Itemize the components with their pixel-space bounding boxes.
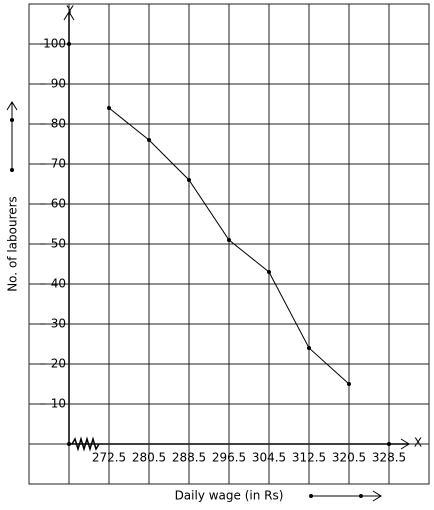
y-label-dot [10,118,14,122]
point [267,270,271,274]
y-axis-name: Y [65,4,74,18]
y-top-dot [67,42,71,46]
x-axis-arrow [400,438,410,450]
x-tick-label: 320.5 [332,451,366,465]
x-label-dot [359,494,363,498]
x-label-arrowhead [372,490,382,502]
point [187,178,191,182]
x-tick-label: 288.5 [172,451,206,465]
point [307,346,311,350]
point [227,238,231,242]
y-label-dot [10,168,14,172]
y-tick-label: 10 [51,397,66,411]
point [107,106,111,110]
y-tick-label: 100 [43,37,66,51]
x-tick-label: 304.5 [252,451,286,465]
x-tick-label: 328.5 [372,451,406,465]
x-axis-name: X [414,436,422,450]
y-label-arrowhead [6,101,18,111]
y-tick-label: 80 [51,117,66,131]
y-tick-label: 90 [51,77,66,91]
x-tick-label: 296.5 [212,451,246,465]
x-axis-label: Daily wage (in Rs) [175,489,284,503]
x-tick-label: 312.5 [292,451,326,465]
origin-dot [67,442,71,446]
y-axis-label: No. of labourers [6,196,20,292]
y-tick-label: 50 [51,237,66,251]
y-tick-label: 70 [51,157,66,171]
x-end-dot [387,442,391,446]
point [147,138,151,142]
x-tick-label: 280.5 [132,451,166,465]
y-tick-label: 60 [51,197,66,211]
y-tick-label: 40 [51,277,66,291]
y-tick-label: 20 [51,357,66,371]
x-label-dot [309,494,313,498]
x-tick-label: 272.5 [92,451,126,465]
y-tick-label: 30 [51,317,66,331]
point [347,382,351,386]
y-axis-arrow [63,11,75,21]
